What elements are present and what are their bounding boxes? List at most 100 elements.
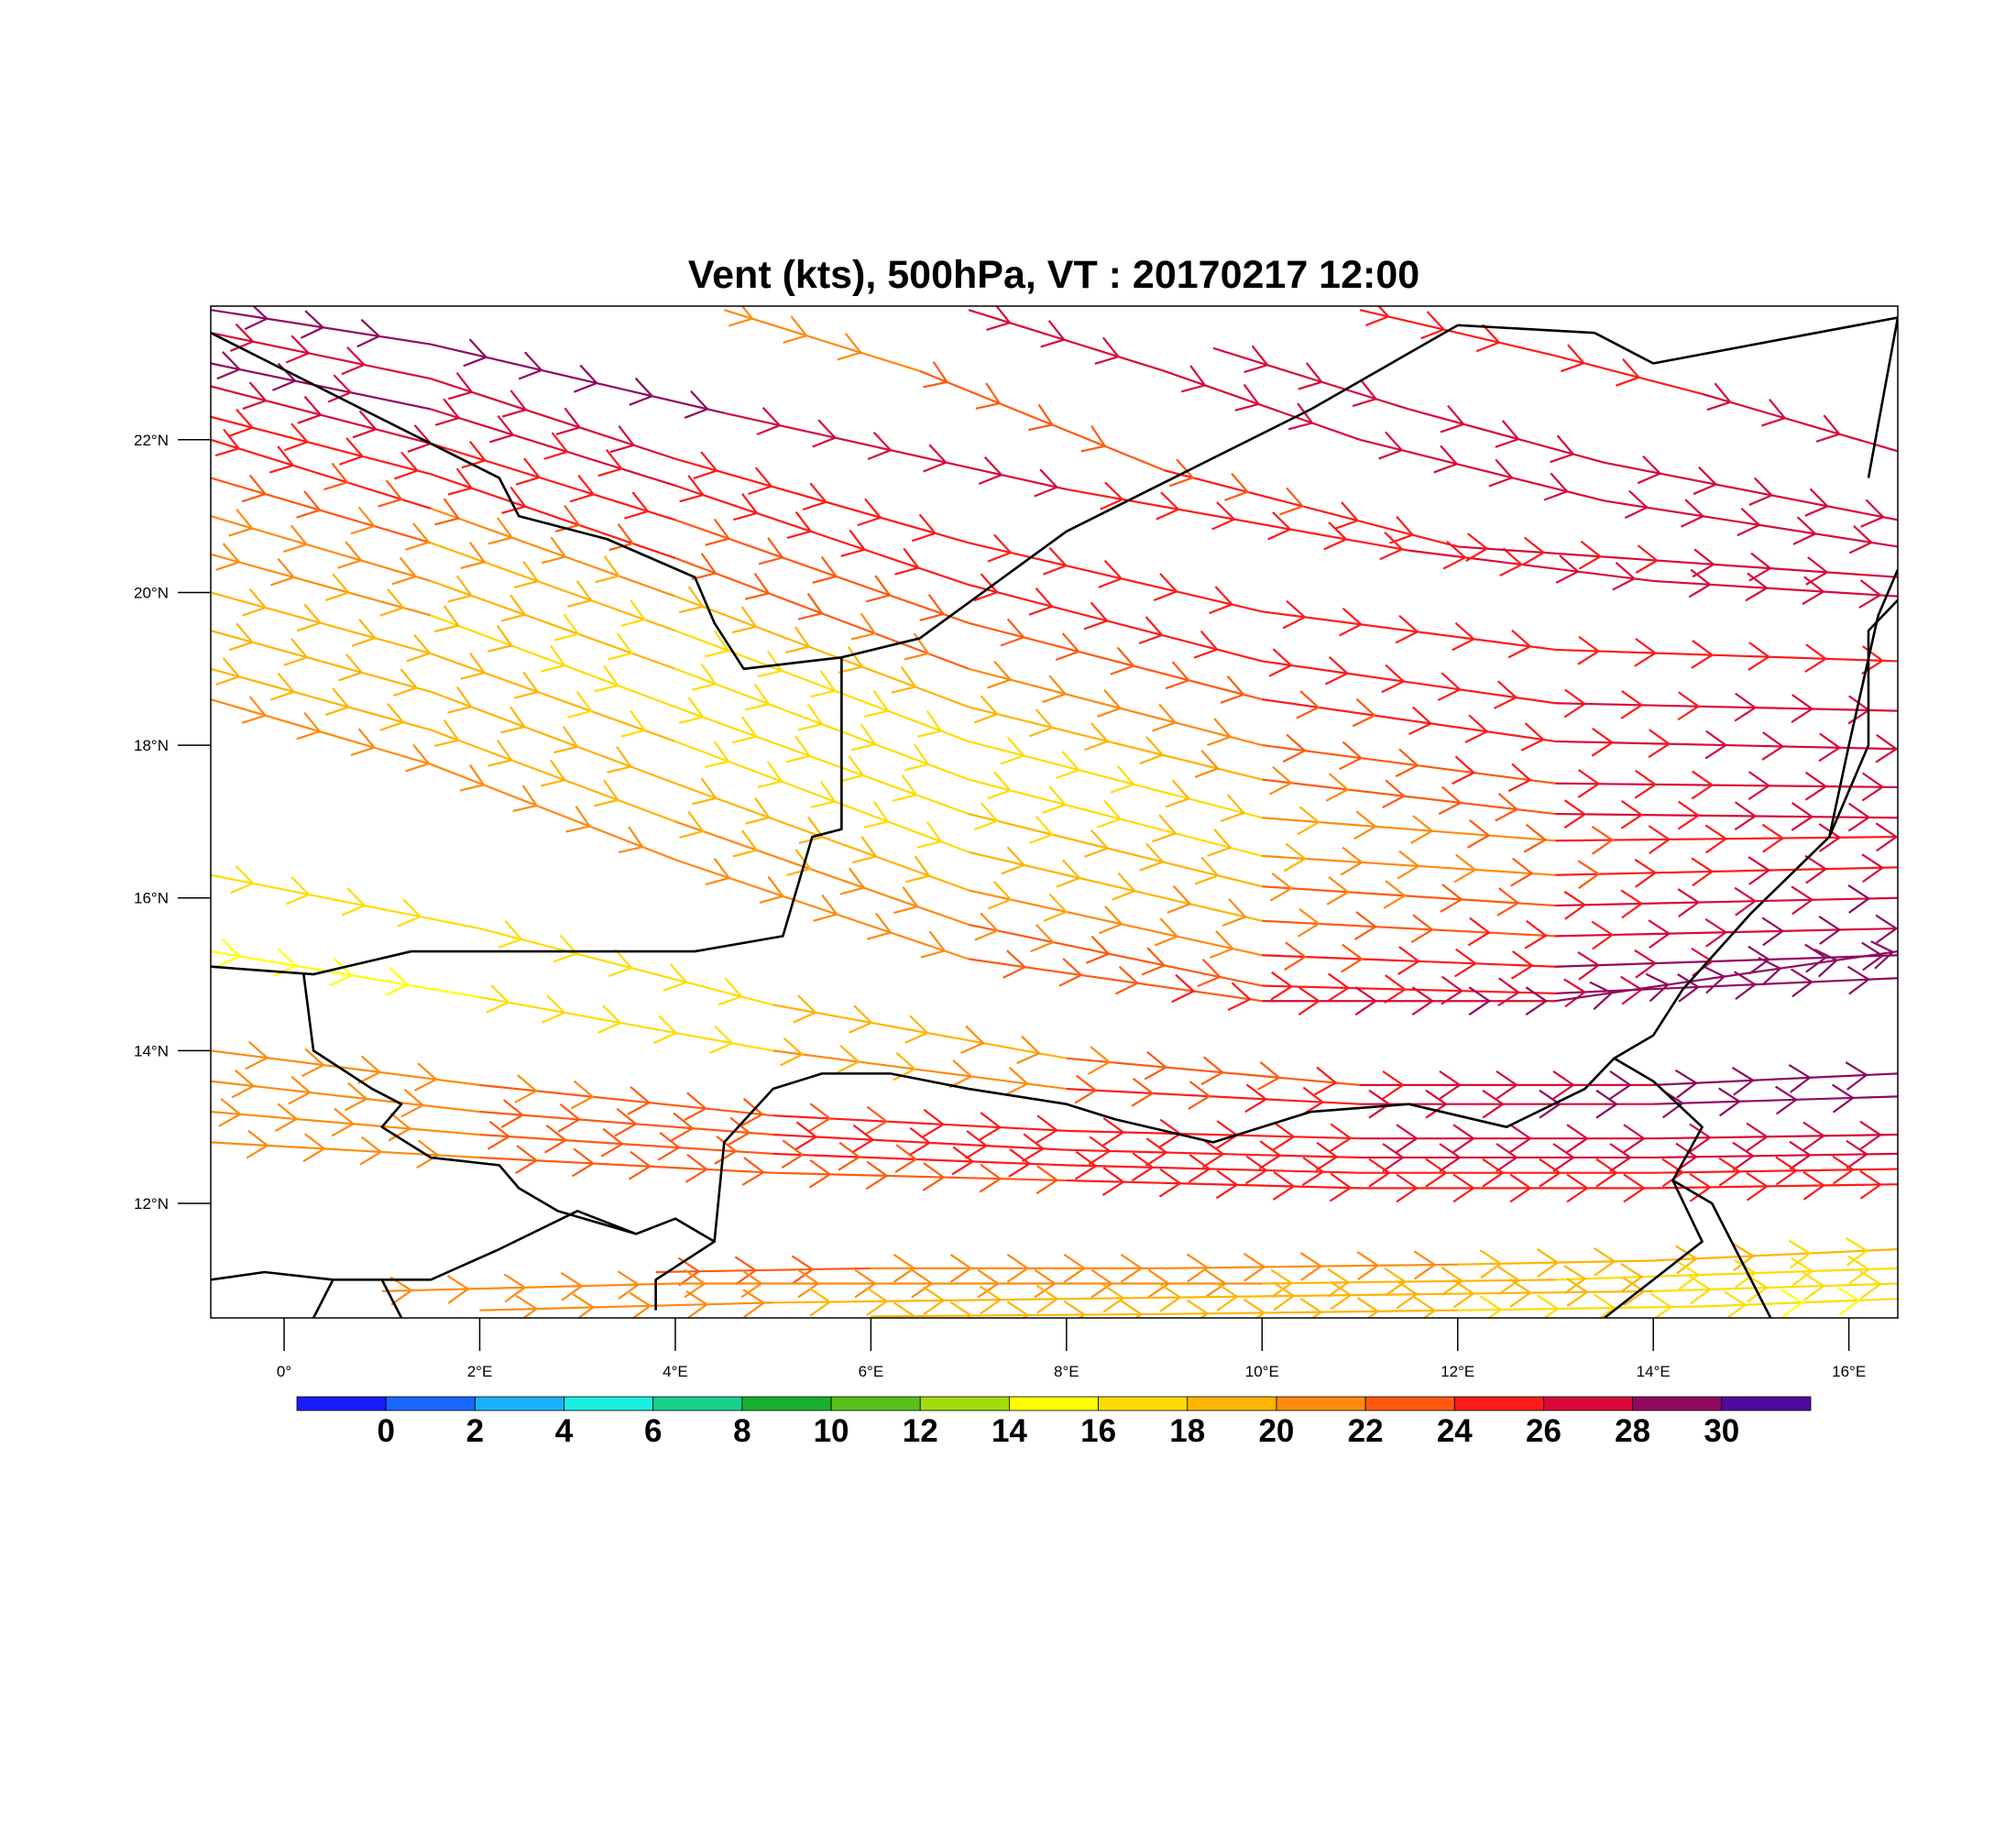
wind-arrow-chevron (1270, 971, 1294, 1001)
wind-arrow-chevron (911, 1268, 934, 1299)
wind-arrow-chevron (865, 1287, 889, 1316)
wind-arrow-chevron (413, 1062, 438, 1092)
streamline-segment (479, 1301, 773, 1312)
wind-arrow-chevron (1352, 379, 1378, 408)
wind-arrow-chevron (296, 603, 323, 632)
wind-arrow-chevron (416, 1139, 440, 1169)
wind-arrow-chevron (1297, 806, 1321, 836)
wind-arrow-chevron (1114, 965, 1140, 995)
wind-arrow-chevron (1341, 943, 1364, 973)
wind-arrow-chevron (1334, 501, 1360, 531)
streamline-segment (211, 1141, 480, 1159)
streamline-segment (968, 584, 1263, 663)
wind-arrow-chevron (893, 1301, 916, 1318)
wind-arrow-chevron (1283, 842, 1308, 873)
wind-arrow-chevron (1689, 1172, 1713, 1202)
wind-arrow-chevron (1734, 801, 1758, 831)
wind-arrow-chevron (1718, 1087, 1742, 1117)
wind-arrow-chevron (1207, 829, 1233, 857)
wind-arrow-chevron (1775, 1156, 1799, 1186)
wind-arrow-chevron (1452, 1124, 1475, 1154)
wind-arrow-chevron (392, 668, 419, 697)
wind-arrow-chevron (608, 523, 635, 552)
wind-arrow-chevron (987, 771, 1013, 800)
wind-arrow-chevron (514, 1074, 539, 1103)
wind-arrow-chevron (1861, 772, 1885, 802)
lon-tick-label: 6°E (859, 1363, 884, 1380)
wind-arrow-chevron (691, 553, 718, 580)
streamline-segment (211, 1110, 480, 1136)
wind-arrow-chevron (518, 351, 543, 380)
wind-arrow-chevron (284, 423, 310, 452)
wind-arrow-chevron (1442, 540, 1467, 570)
wind-arrow-chevron (1102, 1283, 1125, 1313)
wind-arrow-chevron (808, 1158, 832, 1189)
wind-arrow-chevron (987, 660, 1013, 689)
wind-arrow-chevron (685, 1153, 709, 1183)
wind-arrow-chevron (327, 374, 353, 403)
wind-arrow-chevron (1000, 618, 1026, 647)
wind-arrow-chevron (241, 696, 268, 724)
colorbar-swatch (1453, 1396, 1544, 1411)
wind-arrow-chevron (572, 1147, 596, 1178)
streamline-segment (430, 763, 676, 862)
wind-arrow-chevron (379, 588, 405, 617)
streamline-segment (211, 362, 432, 411)
streamline-segment (1408, 549, 1654, 583)
wind-arrow-chevron (1788, 1239, 1812, 1269)
wind-arrow-chevron (323, 462, 349, 491)
wind-arrow-chevron (1623, 1124, 1646, 1154)
streamline-segment (430, 542, 676, 632)
wind-arrow-chevron (1354, 986, 1378, 1016)
streamline-segment (1555, 782, 1898, 789)
wind-arrow-chevron (1732, 1141, 1756, 1171)
wind-arrow-chevron (1055, 632, 1081, 662)
colorbar-swatch (1187, 1396, 1277, 1411)
wind-arrow-chevron (1791, 694, 1814, 723)
colorbar-swatch (741, 1396, 832, 1411)
streamline-segment (1702, 392, 1898, 453)
wind-arrow-chevron (1258, 1140, 1282, 1170)
wind-arrow-chevron (229, 408, 255, 437)
streamline-segment (1555, 977, 1898, 994)
wind-arrow-chevron (780, 1037, 805, 1067)
streamline-segment (1262, 954, 1556, 968)
wind-arrow-chevron (1139, 842, 1165, 872)
wind-arrow-chevron (553, 726, 580, 754)
wind-arrow-chevron (905, 855, 931, 884)
wind-arrow-chevron (1101, 1167, 1125, 1196)
wind-arrow-chevron (1623, 1277, 1646, 1307)
streamline-segment (1066, 1164, 1361, 1174)
wind-arrow-chevron (798, 817, 825, 844)
wind-arrow-chevron (1566, 1124, 1589, 1154)
wind-arrow-chevron (541, 644, 567, 673)
wind-arrow-chevron (1301, 1157, 1325, 1186)
streamline-segment (430, 653, 676, 742)
wind-arrow-chevron (215, 543, 241, 571)
wind-arrow-chevron (1718, 1157, 1742, 1187)
wind-arrow-chevron (916, 710, 943, 738)
wind-arrow-chevron (802, 482, 828, 511)
wind-arrow-chevron (1563, 1265, 1587, 1294)
streamline-segment (674, 519, 970, 624)
wind-arrow-chevron (948, 1059, 973, 1089)
wind-arrow-chevron (500, 1099, 525, 1128)
wind-arrow-chevron (1677, 1260, 1701, 1290)
wind-arrow-chevron (922, 1286, 946, 1316)
wind-arrow-chevron (1488, 458, 1514, 488)
streamline-segment (674, 630, 970, 742)
wind-arrow-chevron (1381, 664, 1406, 694)
wind-arrow-chevron (357, 1055, 382, 1085)
wind-arrow-chevron (1761, 398, 1787, 427)
wind-arrow-chevron (1440, 404, 1466, 434)
wind-arrow-chevron (949, 1253, 973, 1283)
wind-arrow-chevron (1287, 402, 1314, 431)
wind-arrow-chevron (684, 390, 709, 419)
wind-arrow-chevron (973, 802, 1000, 831)
wind-arrow-chevron (1674, 1069, 1699, 1099)
wind-arrow-chevron (1859, 1120, 1883, 1150)
wind-arrow-chevron (554, 613, 580, 642)
wind-arrow-chevron (1731, 1066, 1756, 1096)
streamline-segment (1653, 1152, 1898, 1159)
streamline-segment (1408, 408, 1605, 464)
